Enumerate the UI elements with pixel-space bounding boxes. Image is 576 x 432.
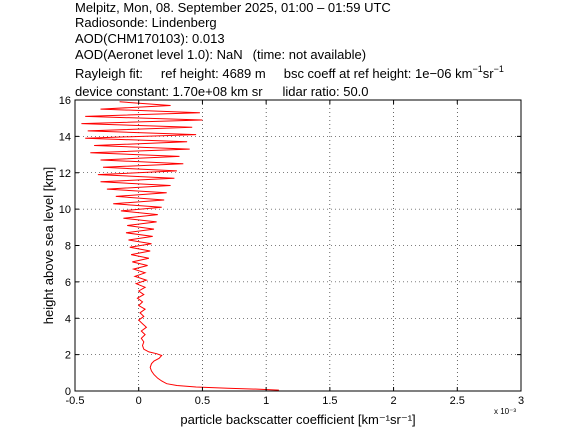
y-tick-label: 2 <box>65 350 71 362</box>
x-tick-label: 1.5 <box>322 395 337 407</box>
x-tick-label: 2 <box>391 395 397 407</box>
aod-aeronet-value: AOD(Aeronet level 1.0): NaN <box>75 47 243 62</box>
y-tick-label: 14 <box>59 131 71 143</box>
bsc-coeff-label: bsc coeff at ref height: 1e−06 km−1sr−1 <box>283 64 504 82</box>
device-constant-label: device constant: 1.70e+08 km sr <box>75 84 263 99</box>
device-constant-line: device constant: 1.70e+08 km sr lidar rat… <box>75 84 369 100</box>
y-tick-label: 16 <box>59 95 71 107</box>
x-tick-label: 0.5 <box>195 395 210 407</box>
y-tick-label: 6 <box>65 277 71 289</box>
ref-height-label: ref height: 4689 m <box>160 66 266 81</box>
y-tick-label: 10 <box>59 204 71 216</box>
aod-aeronet-label: AOD(Aeronet level 1.0): NaN (time: not av… <box>75 47 366 63</box>
y-tick-label: 8 <box>65 241 71 253</box>
x-tick-label: -0.5 <box>66 395 85 407</box>
x-tick-label: 1 <box>263 395 269 407</box>
x-multiplier-label: x 10⁻³ <box>494 407 516 416</box>
y-tick-label: 4 <box>65 313 71 325</box>
x-tick-label: 3 <box>518 395 524 407</box>
y-axis-title: height above sea level [km] <box>41 167 56 325</box>
y-tick-label: 12 <box>59 168 71 180</box>
aod-aeronet-time: (time: not available) <box>252 47 367 62</box>
x-tick-label: 0 <box>136 395 142 407</box>
y-tick-label: 0 <box>65 386 71 398</box>
lidar-ratio-label: lidar ratio: 50.0 <box>282 84 369 99</box>
plot-area <box>75 100 521 391</box>
title-location-date: Melpitz, Mon, 08. September 2025, 01:00 … <box>75 0 391 15</box>
rayleigh-fit-label: Rayleigh fit: <box>75 66 143 81</box>
radiosonde-label: Radiosonde: Lindenberg <box>75 15 217 30</box>
aod-chm-label: AOD(CHM170103): 0.013 <box>75 31 225 46</box>
x-tick-label: 2.5 <box>450 395 465 407</box>
x-axis-title: particle backscatter coefficient [km⁻¹sr… <box>180 412 415 427</box>
rayleigh-fit-line: Rayleigh fit: ref height: 4689 m bsc coeff… <box>75 64 504 82</box>
backscatter-profile-line <box>81 101 279 391</box>
